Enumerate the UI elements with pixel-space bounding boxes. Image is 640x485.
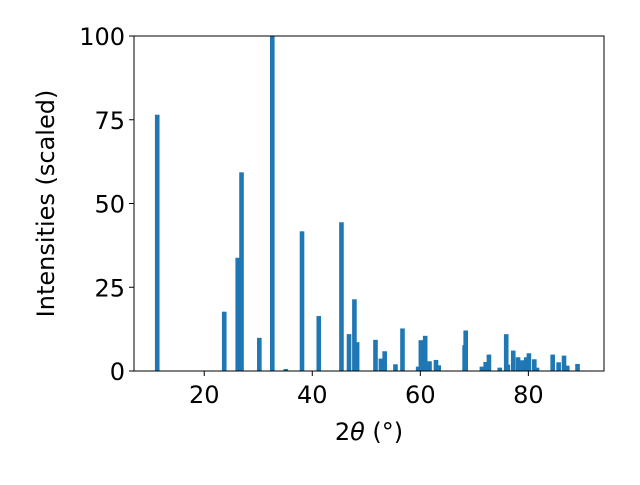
bar	[154, 114, 160, 371]
bar	[463, 330, 468, 371]
bar	[479, 366, 485, 371]
x-tick-label: 60	[405, 381, 436, 409]
bar	[556, 362, 561, 371]
bar	[505, 364, 511, 371]
y-tick-label: 100	[79, 23, 125, 51]
bar	[299, 231, 305, 371]
bar	[433, 359, 439, 371]
bar	[523, 357, 529, 371]
bar	[534, 367, 540, 371]
bar-series	[154, 36, 580, 371]
bar	[564, 365, 570, 371]
y-tick-label: 25	[94, 274, 125, 302]
bar	[283, 368, 289, 371]
bar	[270, 36, 275, 371]
bar	[422, 335, 428, 371]
bar	[235, 257, 241, 371]
bar	[378, 358, 384, 371]
bar	[221, 311, 227, 371]
bar	[415, 366, 421, 371]
bar	[561, 355, 567, 371]
y-tick-label: 75	[94, 107, 125, 135]
bar	[239, 172, 244, 371]
bar	[346, 334, 352, 371]
x-tick-label: 40	[297, 381, 328, 409]
bar	[532, 359, 537, 371]
y-tick-label: 50	[94, 191, 125, 219]
bar	[436, 365, 441, 371]
bar	[354, 342, 360, 371]
bar	[352, 299, 357, 371]
bar	[427, 361, 432, 371]
bar	[520, 360, 525, 371]
bar	[418, 340, 424, 371]
bar	[550, 354, 555, 371]
bar	[526, 353, 532, 371]
bar	[393, 364, 398, 371]
x-tick-label: 20	[189, 381, 220, 409]
bar	[515, 357, 521, 371]
bar	[503, 334, 509, 371]
bar	[510, 350, 516, 371]
y-axis-ticks: 0 25 50 75 100	[79, 23, 134, 386]
bar	[257, 337, 262, 371]
x-tick-label: 80	[513, 381, 544, 409]
bar	[497, 367, 503, 371]
bar	[316, 316, 322, 371]
bar	[575, 363, 580, 371]
bar	[483, 361, 488, 371]
x-axis-ticks: 20 40 60 80	[189, 371, 544, 409]
bar	[373, 339, 378, 371]
bar	[486, 354, 492, 371]
plot-frame	[133, 35, 605, 372]
y-axis-label: Intensities (scaled)	[32, 90, 60, 318]
x-axis-label: 2θ (°)	[335, 418, 403, 446]
bar	[339, 222, 344, 371]
bar	[400, 328, 405, 371]
y-tick-label: 0	[110, 358, 125, 386]
bar	[382, 351, 387, 371]
